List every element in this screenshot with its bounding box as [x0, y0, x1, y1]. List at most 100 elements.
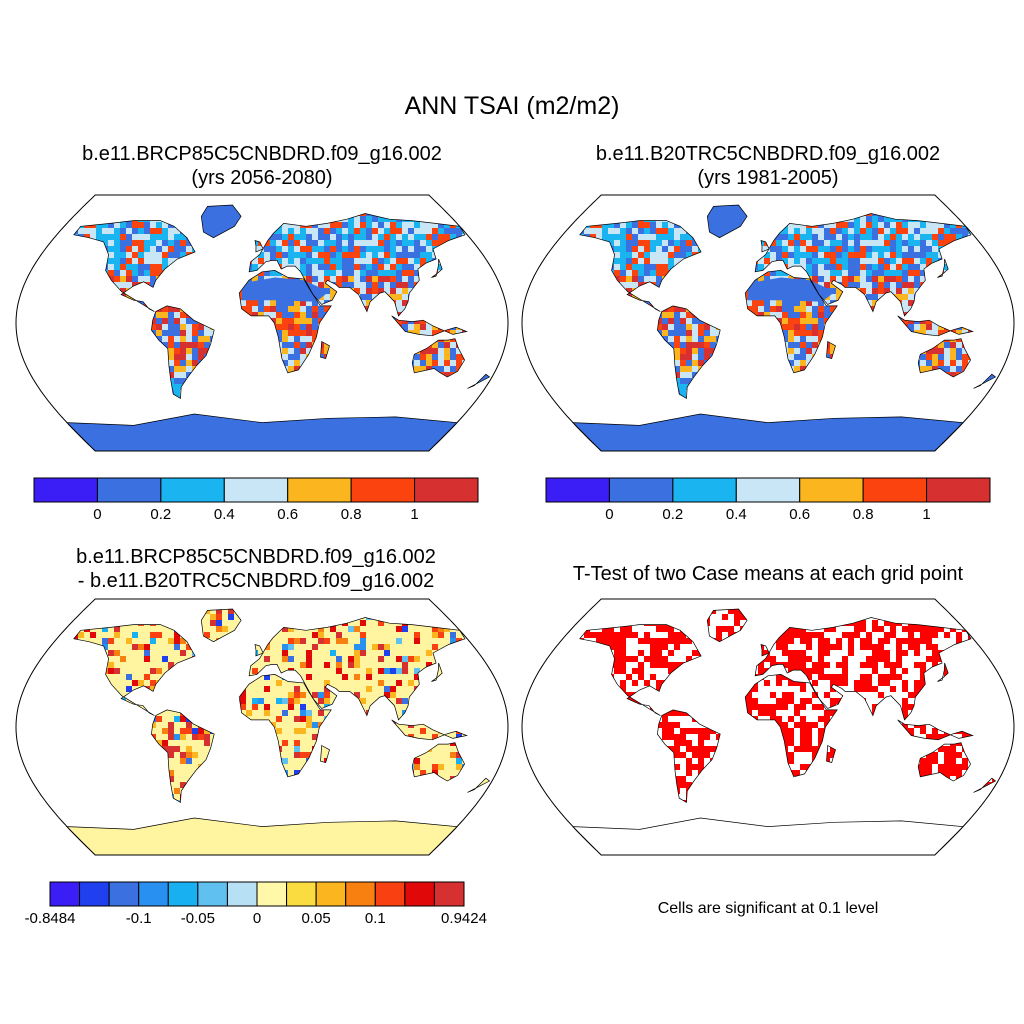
coastline-japan [937, 258, 949, 278]
colorbar-swatch [256, 881, 288, 907]
colorbar-tick-label: 1 [410, 506, 419, 523]
coastline-greenland [706, 608, 748, 643]
colorbar-swatch [96, 477, 162, 503]
map-panel-historical [521, 194, 1015, 452]
colorbar-swatch [226, 881, 258, 907]
coastline-japan [431, 258, 443, 278]
colorbar-swatch [404, 881, 435, 907]
colorbar-tick-label: 0.6 [789, 506, 811, 523]
colorbar-tick-label: -0.8484 [24, 910, 76, 927]
coastline-uk [254, 240, 264, 253]
colorbar-tick-label: -0.05 [180, 910, 215, 927]
coastline-indonesia [897, 315, 974, 337]
colorbar-swatch [138, 881, 169, 907]
colorbar-swatch [672, 477, 737, 503]
coastline-eurasia [248, 213, 466, 317]
colorbar-swatch [799, 477, 864, 503]
colorbar-swatch [197, 881, 228, 907]
coastline-australia [411, 338, 466, 378]
colorbar-swatch [735, 477, 801, 503]
coastline-samerica [151, 305, 215, 399]
panel-title-line1: b.e11.B20TRC5CNBDRD.f09_g16.002 [595, 143, 941, 165]
coastline-madagascar [826, 744, 836, 764]
colorbar-swatch [414, 477, 479, 503]
panel-title-line2: (yrs 1981-2005) [697, 167, 839, 189]
land-field [66, 609, 490, 855]
coastline-africa [238, 674, 332, 778]
colorbar-swatch [545, 477, 610, 503]
coastline-nz [973, 777, 997, 793]
map-border [15, 598, 509, 856]
colorbar-tick-label: 0 [252, 910, 262, 927]
panel-title-bottom-left: b.e11.BRCP85C5CNBDRD.f09_g16.002 - b.e11… [6, 545, 506, 593]
coastline-nz [467, 777, 491, 793]
colorbar-difference [49, 881, 465, 907]
coastline-eurasia [754, 213, 972, 317]
colorbar-swatch [108, 881, 140, 907]
colorbar-tick-label: 0.6 [277, 506, 299, 523]
coastline-indonesia [391, 315, 468, 337]
colorbar-tick-label: 0.1 [364, 910, 386, 927]
colorbar-swatch [608, 477, 674, 503]
panel-title-bottom-right: T-Test of two Case means at each grid po… [518, 562, 1018, 586]
colorbar-tick-label: 0.9424 [441, 910, 487, 927]
map-panel-difference [15, 598, 509, 856]
colorbar-tick-label: 1 [922, 506, 931, 523]
panel-title-line1: T-Test of two Case means at each grid po… [572, 563, 964, 585]
panel-title-top-right: b.e11.B20TRC5CNBDRD.f09_g16.002 (yrs 198… [518, 142, 1018, 190]
ice-region [707, 205, 748, 238]
map-panel-future [15, 194, 509, 452]
colorbar-swatch [350, 477, 416, 503]
panel-title-top-left: b.e11.BRCP85C5CNBDRD.f09_g16.002 (yrs 20… [12, 142, 512, 190]
coastline-australia [411, 742, 466, 782]
panel-title-line1: b.e11.BRCP85C5CNBDRD.f09_g16.002 [76, 546, 436, 568]
colorbar-swatch [79, 881, 110, 907]
colorbar-swatch [315, 881, 347, 907]
significance-note: Cells are significant at 0.1 level [657, 900, 879, 917]
coastline-nz [973, 373, 997, 389]
coastline-africa [238, 270, 332, 374]
colorbar-swatch [223, 477, 289, 503]
coastline-samerica [657, 305, 721, 399]
colorbar-swatch [862, 477, 928, 503]
colorbar-swatch [33, 477, 98, 503]
land-field [572, 609, 996, 855]
coastline-namerica [579, 624, 702, 716]
coastline-australia [917, 338, 972, 378]
colorbar-swatch [287, 477, 352, 503]
coastline-greenland [200, 204, 242, 239]
antarctica-region [66, 818, 458, 855]
coastline-namerica [73, 220, 196, 312]
panel-title-line2: - b.e11.B20TRC5CNBDRD.f09_g16.002 [77, 570, 435, 592]
coastline-eurasia [248, 617, 466, 721]
coastline-madagascar [320, 340, 330, 360]
colorbar-tick-label: 0 [605, 506, 614, 523]
map-border [521, 194, 1015, 452]
colorbar-historical-labels: 0 0.2 0.4 0.6 0.8 1 [546, 506, 990, 526]
colorbar-tick-label: 0.2 [662, 506, 684, 523]
colorbar-swatch [926, 477, 991, 503]
coastline-eurasia [754, 617, 972, 721]
coastline-namerica [579, 220, 702, 312]
colorbar-tick-label: 0.4 [725, 506, 747, 523]
coastline-uk [760, 240, 770, 253]
coastline-madagascar [826, 340, 836, 360]
colorbar-tick-label: 0.2 [150, 506, 172, 523]
land-field [66, 205, 490, 451]
colorbar-swatch [374, 881, 406, 907]
figure-title: ANN TSAI (m2/m2) [404, 92, 620, 120]
colorbar-swatch [49, 881, 81, 907]
colorbar-swatch [160, 477, 225, 503]
coastline-samerica [657, 709, 721, 803]
coastline-greenland [706, 204, 748, 239]
colorbar-future-labels: 0 0.2 0.4 0.6 0.8 1 [34, 506, 478, 526]
panel-title-line1: b.e11.BRCP85C5CNBDRD.f09_g16.002 [82, 143, 442, 165]
panel-title-line2: (yrs 2056-2080) [191, 167, 333, 189]
coastline-africa [744, 674, 838, 778]
coastline-africa [744, 270, 838, 374]
coastline-nz [467, 373, 491, 389]
coastline-indonesia [391, 719, 468, 741]
coastline-samerica [151, 709, 215, 803]
colorbar-swatch [167, 881, 199, 907]
colorbar-swatch [286, 881, 317, 907]
